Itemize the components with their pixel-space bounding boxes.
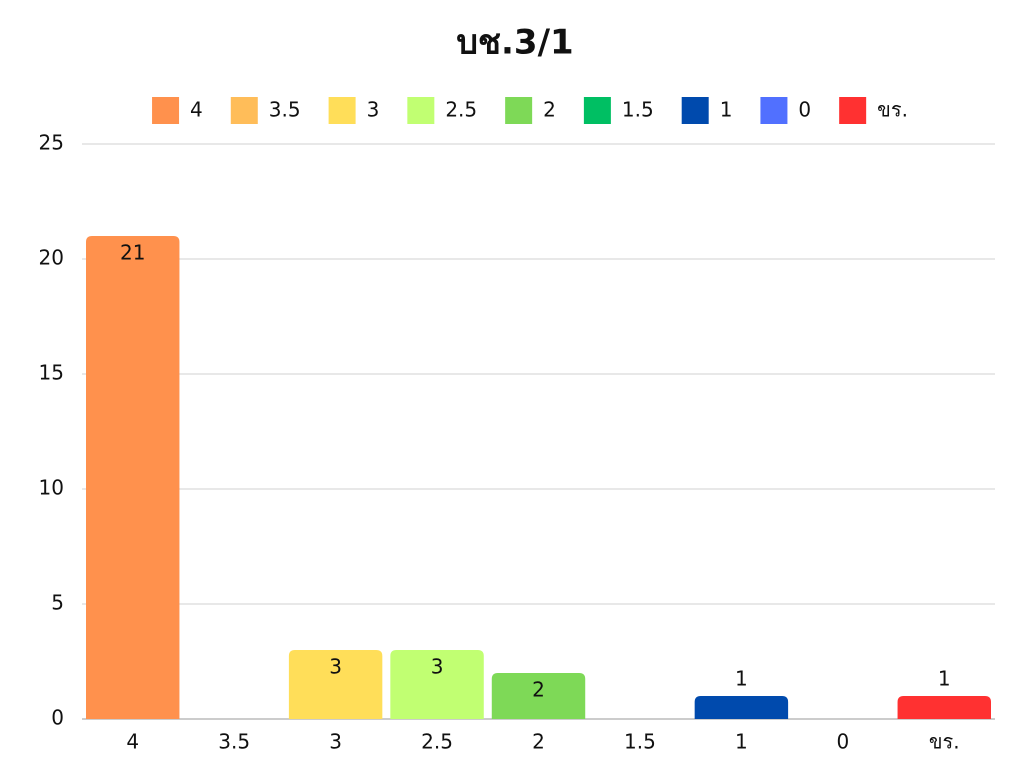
- x-tick-label: 3: [329, 730, 342, 754]
- y-tick-label: 10: [39, 476, 64, 500]
- legend-label: ขร.: [877, 98, 908, 122]
- legend-swatch: [407, 97, 435, 124]
- bar: [390, 650, 484, 719]
- x-tick-label: 2: [532, 730, 545, 754]
- legend-label: 1: [720, 98, 733, 122]
- legend-label: 0: [798, 98, 811, 122]
- legend-swatch: [583, 97, 611, 124]
- legend-swatch: [760, 97, 788, 124]
- data-label: 3: [329, 655, 342, 679]
- data-label: 1: [938, 667, 951, 691]
- legend-swatch: [328, 97, 356, 124]
- legend-swatch: [505, 97, 533, 124]
- x-tick-label: 0: [836, 730, 849, 754]
- x-tick-label: 1.5: [624, 730, 656, 754]
- legend-swatch: [839, 97, 867, 124]
- y-tick-label: 5: [51, 591, 64, 615]
- legend-swatch: [681, 97, 709, 124]
- y-tick-label: 25: [39, 131, 64, 155]
- bar: [694, 696, 789, 719]
- data-label: 1: [735, 667, 748, 691]
- legend-label: 2.5: [445, 98, 477, 122]
- y-tick-label: 0: [51, 706, 64, 730]
- x-tick-label: 4: [126, 730, 139, 754]
- bar: [491, 673, 586, 719]
- data-label: 3: [431, 655, 444, 679]
- legend-label: 2: [543, 98, 556, 122]
- legend-swatch: [230, 97, 258, 124]
- legend-label: 3: [367, 98, 380, 122]
- bar: [897, 696, 991, 719]
- x-tick-label: 3.5: [218, 730, 250, 754]
- x-tick-label: 1: [735, 730, 748, 754]
- data-label: 21: [120, 241, 145, 265]
- legend-swatch: [152, 97, 180, 124]
- bar: [86, 236, 180, 719]
- y-tick-label: 15: [39, 361, 64, 385]
- x-tick-label: 2.5: [421, 730, 453, 754]
- legend-label: 1.5: [622, 98, 654, 122]
- bar: [288, 650, 383, 719]
- data-label: 2: [532, 678, 545, 702]
- y-tick-label: 20: [39, 246, 64, 270]
- x-tick-label: ขร.: [929, 730, 960, 754]
- chart-title: บช.3/1: [456, 23, 573, 63]
- legend-label: 4: [190, 98, 203, 122]
- legend-label: 3.5: [269, 98, 301, 122]
